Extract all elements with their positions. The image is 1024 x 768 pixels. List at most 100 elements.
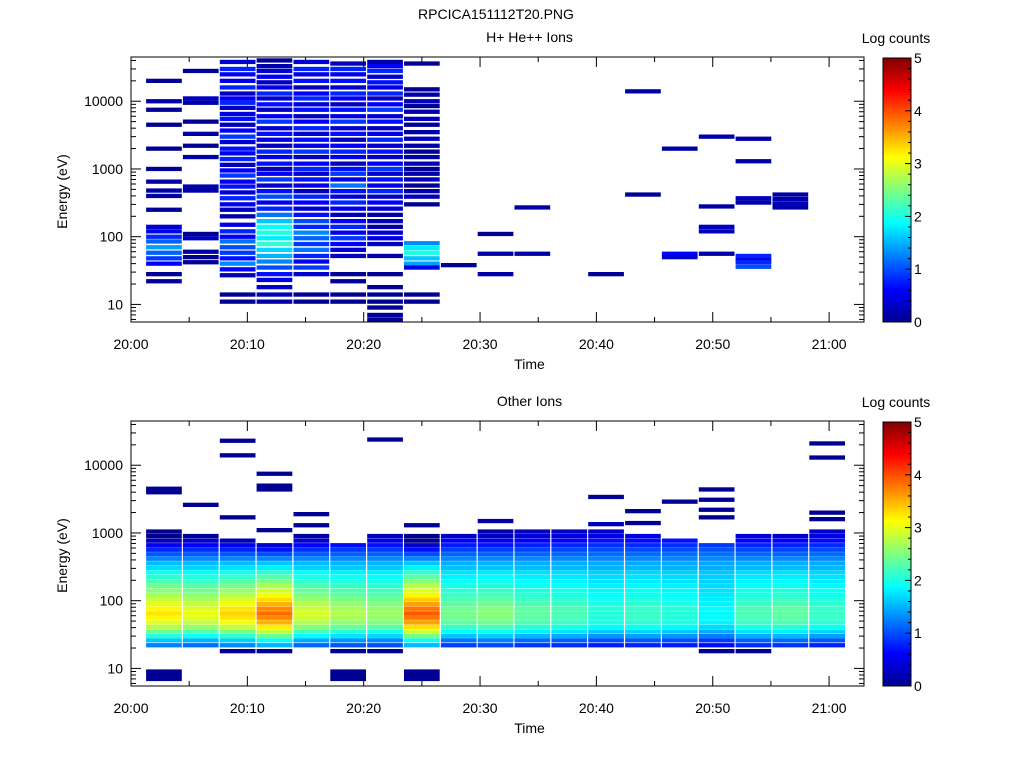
heatmap-cell (182, 597, 219, 602)
heatmap-cell (293, 96, 330, 101)
heatmap-cell (404, 556, 440, 561)
heatmap-cell (772, 638, 809, 643)
heatmap-cell (330, 602, 366, 607)
heatmap-cell (735, 593, 772, 598)
heatmap-cell (293, 574, 330, 580)
heatmap-cell (698, 487, 735, 492)
heatmap-cell (477, 579, 514, 584)
heatmap-cell (625, 593, 661, 598)
heatmap-cell (698, 634, 735, 639)
heatmap-cell (404, 87, 440, 92)
heatmap-cell (146, 166, 182, 172)
heatmap-cell (367, 64, 403, 69)
heatmap-cell (772, 552, 809, 557)
heatmap-cell (367, 114, 403, 119)
heatmap-cell (625, 602, 661, 607)
heatmap-cell (256, 85, 293, 90)
heatmap-cell (330, 166, 366, 172)
heatmap-cell (440, 538, 477, 543)
heatmap-cell (477, 231, 514, 237)
heatmap-cell (698, 570, 735, 575)
heatmap-cell (219, 139, 256, 145)
heatmap-cell (330, 272, 366, 277)
heatmap-cell (146, 229, 182, 234)
heatmap-cell (146, 533, 182, 539)
heatmap-cell (625, 552, 661, 557)
heatmap-cell (146, 611, 182, 616)
heatmap-cell (735, 638, 772, 643)
heatmap-cell (293, 606, 330, 611)
heatmap-cell (698, 515, 735, 520)
heatmap-cell (293, 206, 330, 211)
heatmap-cell (735, 136, 772, 141)
heatmap-cell (404, 261, 440, 266)
heatmap-cell (146, 279, 182, 284)
heatmap-cell (404, 597, 440, 602)
heatmap-cell (404, 643, 440, 648)
heatmap-cell (219, 547, 256, 552)
heatmap-cell (330, 126, 366, 131)
heatmap-cell (404, 547, 440, 552)
heatmap-cell (514, 556, 551, 561)
heatmap-cell (588, 529, 624, 534)
heatmap-cell (219, 438, 256, 443)
heatmap-cell (440, 634, 477, 639)
heatmap-cell (367, 119, 403, 124)
heatmap-cell (735, 533, 772, 539)
heatmap-cell (367, 74, 403, 79)
heatmap-cell (477, 597, 514, 602)
heatmap-cell (146, 634, 182, 639)
heatmap-cell (588, 597, 624, 602)
heatmap-cell (477, 620, 514, 625)
heatmap-cell (367, 579, 403, 584)
heatmap-cell (330, 183, 366, 188)
heatmap-cell (219, 250, 256, 255)
heatmap-cell (698, 204, 735, 209)
heatmap-cell (440, 579, 477, 584)
heatmap-cell (146, 574, 182, 580)
heatmap-cell (146, 272, 182, 277)
heatmap-cell (514, 529, 551, 534)
heatmap-cell (367, 189, 403, 194)
heatmap-cell (367, 166, 403, 172)
heatmap-cell (293, 602, 330, 607)
heatmap-cell (256, 285, 293, 290)
heatmap-cell (330, 669, 366, 674)
colorbar-label: Log counts (862, 394, 931, 410)
heatmap-cell (809, 643, 845, 648)
heatmap-cell (367, 547, 403, 552)
heatmap-cell (182, 588, 219, 593)
heatmap-cell (698, 543, 735, 548)
heatmap-cell (367, 272, 403, 277)
heatmap-cell (256, 602, 293, 607)
heatmap-cell (735, 611, 772, 616)
heatmap-cell (330, 61, 366, 66)
heatmap-cell (735, 200, 772, 205)
heatmap-cell (256, 161, 293, 166)
heatmap-cell (293, 149, 330, 154)
heatmap-cell (698, 579, 735, 584)
heatmap-cell (182, 593, 219, 598)
heatmap-cell (772, 543, 809, 548)
heatmap-cell (367, 593, 403, 598)
heatmap-cell (367, 107, 403, 112)
heatmap-cell (772, 205, 809, 210)
heatmap-cell (514, 615, 551, 620)
heatmap-cell (588, 522, 624, 527)
heatmap-cell (219, 72, 256, 77)
heatmap-cell (330, 565, 366, 571)
heatmap-cell (735, 615, 772, 620)
heatmap-cell (588, 602, 624, 607)
heatmap-cell (772, 624, 809, 630)
heatmap-cell (625, 543, 661, 548)
heatmap-cell (293, 224, 330, 229)
heatmap-cell (219, 202, 256, 207)
heatmap-cell (588, 624, 624, 630)
heatmap-cell (367, 552, 403, 557)
heatmap-cell (330, 547, 366, 552)
heatmap-cell (330, 131, 366, 136)
heatmap-cell (588, 272, 624, 277)
heatmap-cell (256, 556, 293, 561)
heatmap-cell (735, 574, 772, 580)
